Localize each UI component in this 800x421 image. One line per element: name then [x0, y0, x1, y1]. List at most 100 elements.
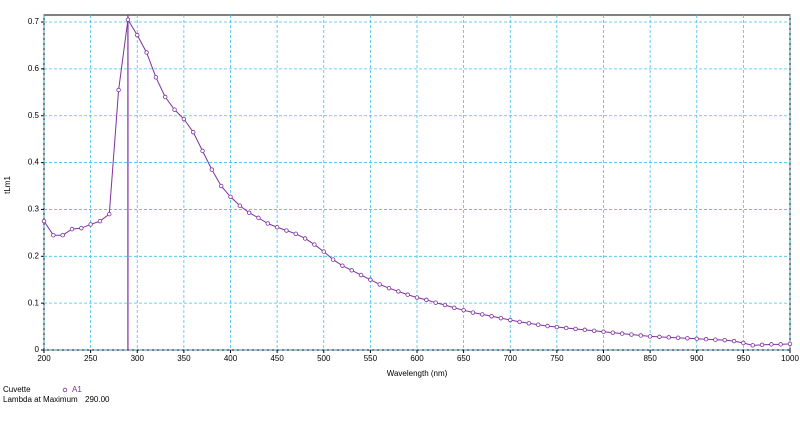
data-point	[442, 302, 448, 308]
data-point	[433, 300, 438, 305]
data-point	[694, 336, 699, 341]
y-tick-label: 0.7	[28, 17, 40, 26]
data-point	[172, 107, 177, 112]
x-tick-label: 600	[410, 354, 424, 363]
x-tick-label: 500	[317, 354, 331, 363]
data-point	[498, 315, 504, 321]
x-tick-label: 1000	[781, 354, 799, 363]
x-tick-label: 400	[224, 354, 238, 363]
data-point	[153, 75, 159, 80]
data-point	[330, 257, 336, 262]
data-point	[69, 226, 75, 232]
data-point	[787, 341, 793, 347]
y-tick-label: 0.5	[28, 111, 40, 120]
data-point	[284, 228, 289, 233]
data-point	[517, 319, 522, 325]
data-point	[274, 225, 280, 230]
data-point	[163, 94, 168, 100]
x-tick-label: 950	[737, 354, 751, 363]
lambda-label: Lambda at Maximum	[3, 395, 78, 404]
data-point	[582, 327, 588, 333]
data-point	[480, 312, 485, 317]
data-point	[368, 277, 373, 282]
data-point	[218, 183, 224, 189]
data-point	[470, 310, 476, 315]
data-point	[461, 307, 466, 313]
data-point	[209, 167, 215, 172]
data-point	[340, 263, 345, 268]
x-tick-label: 650	[457, 354, 471, 363]
data-point	[713, 337, 718, 342]
data-point	[564, 325, 569, 331]
data-point	[51, 233, 56, 238]
y-tick-label: 0.2	[28, 251, 40, 260]
data-point	[60, 233, 65, 238]
data-point	[256, 215, 261, 221]
x-tick-label: 800	[597, 354, 611, 363]
data-point	[666, 335, 671, 340]
data-point	[312, 242, 317, 247]
x-tick-label: 250	[84, 354, 98, 363]
data-point	[88, 222, 93, 227]
data-point	[116, 87, 121, 93]
y-tick-label: 0	[35, 345, 40, 354]
x-tick-label: 850	[643, 354, 657, 363]
data-point	[181, 116, 187, 122]
x-tick-label: 550	[364, 354, 378, 363]
data-point	[377, 282, 382, 287]
data-point	[675, 335, 681, 341]
data-point	[647, 334, 653, 339]
data-point	[741, 340, 746, 346]
data-point	[685, 336, 690, 341]
data-point	[237, 203, 243, 208]
data-point	[200, 148, 205, 154]
data-point	[601, 329, 606, 334]
data-point	[97, 218, 103, 224]
x-tick-label: 700	[504, 354, 518, 363]
data-point	[526, 321, 532, 326]
data-point	[396, 289, 401, 294]
data-point	[41, 218, 47, 224]
data-point	[703, 337, 709, 342]
x-tick-label: 750	[550, 354, 564, 363]
data-point	[144, 50, 149, 55]
y-tick-label: 0.3	[28, 205, 40, 214]
legend-marker	[62, 387, 68, 393]
legend-entry: A1	[72, 385, 82, 394]
data-point	[545, 323, 550, 329]
data-point	[349, 268, 354, 273]
data-point	[386, 285, 392, 291]
data-point	[452, 305, 457, 311]
data-point	[554, 324, 560, 330]
data-point	[246, 210, 252, 215]
data-point	[638, 333, 643, 338]
data-point	[536, 322, 541, 327]
data-point	[228, 194, 233, 199]
data-point	[657, 334, 662, 340]
data-point	[769, 342, 774, 347]
data-point	[190, 129, 196, 135]
data-point	[508, 317, 513, 323]
data-point	[573, 326, 578, 332]
y-tick-label: 0.4	[28, 158, 40, 167]
data-point	[759, 342, 765, 348]
data-point	[414, 295, 420, 300]
data-point	[750, 343, 755, 348]
data-point	[321, 249, 326, 254]
data-point	[293, 231, 298, 237]
data-point	[135, 32, 140, 38]
x-tick-label: 200	[37, 354, 51, 363]
data-point	[731, 338, 737, 344]
data-point	[722, 337, 727, 343]
data-point	[107, 211, 112, 217]
x-tick-label: 300	[131, 354, 145, 363]
x-tick-label: 450	[270, 354, 284, 363]
data-point	[591, 328, 597, 333]
y-tick-label: 0.6	[28, 64, 40, 73]
y-tick-label: 0.1	[28, 298, 40, 307]
data-point	[778, 342, 783, 347]
data-point	[489, 314, 494, 319]
data-point	[265, 221, 270, 226]
x-axis-label: Wavelength (nm)	[387, 369, 448, 378]
